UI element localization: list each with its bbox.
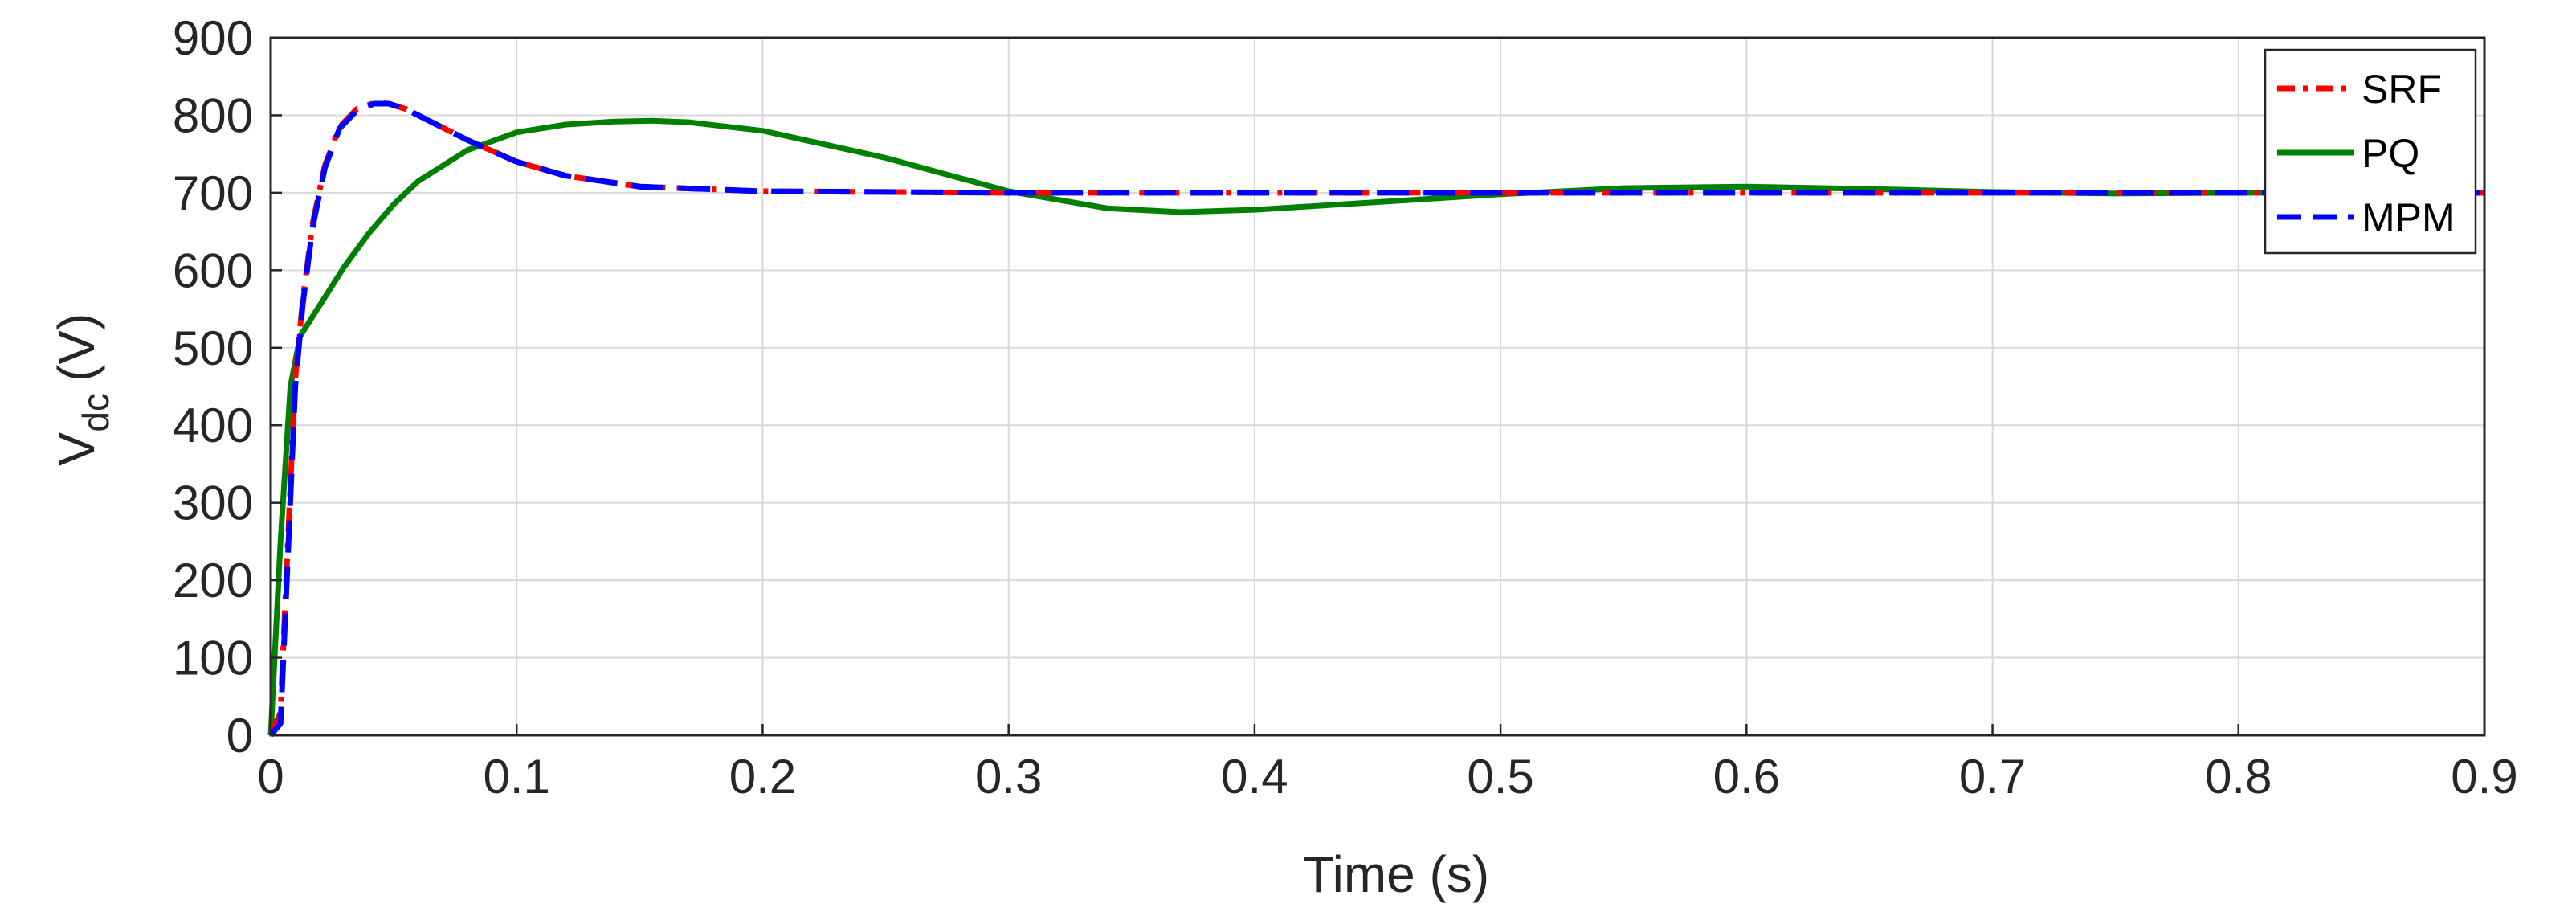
y-tick-label: 900 [173,11,253,65]
plot-frame [269,36,2486,737]
x-tick-label: 0.9 [2451,750,2517,804]
series-layer [267,100,2484,738]
x-tick-label: 0.5 [1467,750,1533,804]
legend-label-srf: SRF [2362,67,2442,112]
series-line-srf [267,100,2484,737]
y-tick-label: 300 [173,476,253,530]
y-tick-label: 700 [173,166,253,220]
y-tick-label: 0 [227,709,253,763]
x-tick-label: 0.7 [1959,750,2026,804]
svg-text:Vdc(V): Vdc (V) [47,313,116,467]
y-axis-title-sub: dc [75,393,116,432]
series-line-mpm [268,100,2484,738]
x-tick-label: 0.3 [975,750,1042,804]
y-tick-label: 200 [173,554,253,607]
y-axis-title: Vdc (V) [47,313,116,467]
tick-labels: 0 0.1 0.2 0.3 0.4 0.5 0.6 0.7 0.8 0.9 0 100 200 300 40… [173,11,2518,804]
y-tick-label: 100 [173,632,253,685]
x-tick-label: 0 [257,750,284,804]
x-axis-title: Time (s) [1303,845,1489,903]
series-line-pq [267,117,2484,736]
y-tick-label: 500 [173,321,253,375]
x-tick-label: 0.6 [1713,750,1780,804]
y-tick-label: 400 [173,399,253,452]
y-axis-title-unit: (V) [47,313,105,382]
x-tick-label: 0.4 [1221,750,1288,804]
legend: SRF PQ MPM [2264,48,2477,255]
y-axis-title-main: V [47,431,105,466]
x-tick-label: 0.8 [2205,750,2272,804]
grid-lines [270,37,2485,736]
legend-label-mpm: MPM [2362,195,2456,240]
x-tick-label: 0.2 [729,750,796,804]
y-tick-label: 800 [173,88,253,142]
legend-label-pq: PQ [2362,131,2419,176]
y-tick-label: 600 [173,243,253,297]
x-tick-label: 0.1 [484,750,550,804]
